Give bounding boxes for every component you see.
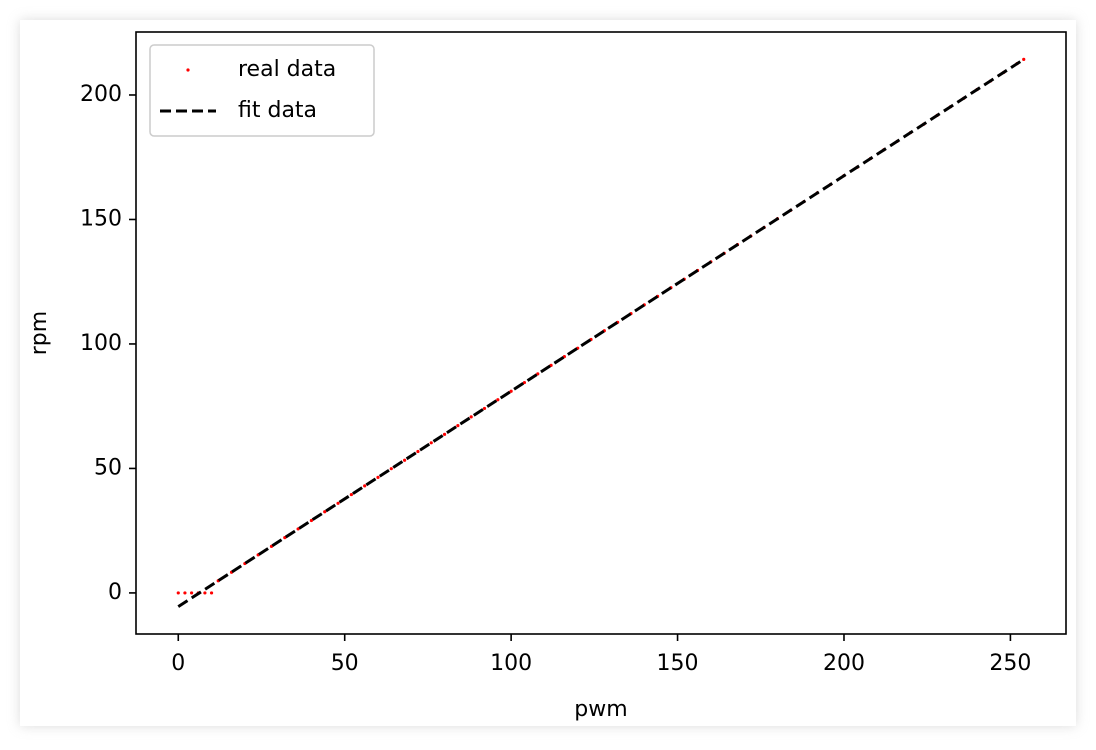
y-tick-label: 100 <box>80 331 122 356</box>
y-axis-label: rpm <box>27 311 52 355</box>
data-point <box>203 591 207 595</box>
data-point <box>336 501 340 505</box>
data-point <box>183 591 187 595</box>
figure <box>20 20 1076 726</box>
data-point <box>403 458 407 462</box>
data-point <box>456 424 460 428</box>
x-tick-label: 250 <box>989 651 1031 676</box>
data-point <box>509 389 513 393</box>
data-point <box>376 475 380 480</box>
data-point <box>522 380 527 385</box>
data-point <box>209 591 214 595</box>
data-point <box>323 510 327 514</box>
data-point <box>416 449 420 454</box>
data-point <box>429 441 433 445</box>
data-point <box>363 484 367 488</box>
fit-line <box>177 58 1025 608</box>
legend-label: fit data <box>238 98 317 123</box>
x-tick-label: 150 <box>657 651 699 676</box>
x-axis-label: pwm <box>574 697 627 722</box>
data-point <box>496 398 500 402</box>
plot-frame <box>135 31 1067 635</box>
x-tick-label: 100 <box>490 651 532 676</box>
data-point <box>349 492 353 497</box>
legend-label: real data <box>238 57 336 82</box>
data-point <box>469 415 473 419</box>
data-point <box>176 591 180 595</box>
y-tick-label: 50 <box>94 455 122 480</box>
y-tick-label: 150 <box>80 206 122 231</box>
data-point <box>309 518 314 523</box>
data-point <box>389 467 393 471</box>
data-point <box>536 372 540 376</box>
legend-box <box>149 44 375 137</box>
data-point <box>442 432 447 436</box>
data-point <box>1022 57 1026 61</box>
data-point <box>189 591 194 595</box>
data-point <box>296 527 300 531</box>
x-tick-label: 0 <box>171 651 185 676</box>
legend-marker <box>186 68 190 72</box>
data-point <box>482 406 487 411</box>
x-tick-label: 50 <box>331 651 359 676</box>
y-tick-label: 0 <box>108 580 122 605</box>
data-point <box>283 536 287 540</box>
x-tick-label: 200 <box>823 651 865 676</box>
y-tick-label: 200 <box>80 82 122 107</box>
